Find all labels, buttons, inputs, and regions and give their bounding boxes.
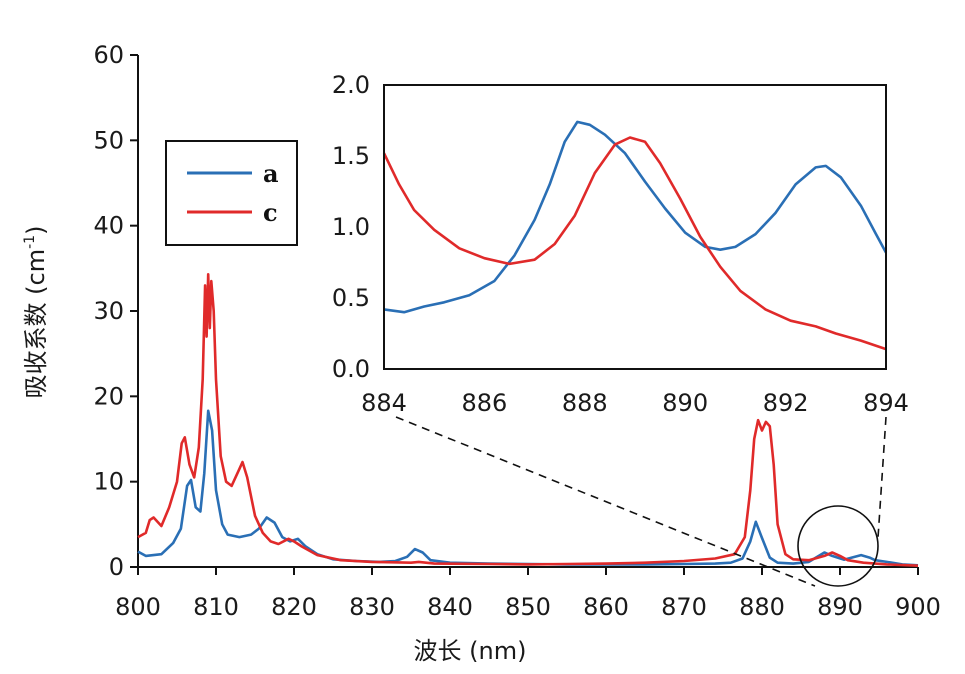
inset-y-tick-label: 0.0 bbox=[332, 355, 370, 383]
main-x-tick-label: 870 bbox=[661, 593, 707, 621]
inset-x-tick-label: 888 bbox=[562, 389, 608, 417]
main-y-tick-label: 30 bbox=[93, 297, 124, 325]
main-x-tick-label: 830 bbox=[349, 593, 395, 621]
inset-y-tick-label: 2.0 bbox=[332, 71, 370, 99]
inset-background bbox=[384, 85, 886, 369]
main-y-tick-label: 50 bbox=[93, 126, 124, 154]
inset-y-tick-label: 1.0 bbox=[332, 213, 370, 241]
inset-series-a-line bbox=[383, 120, 888, 314]
inset-frame bbox=[383, 84, 887, 370]
y-axis-title: 吸收系数 (cm-1) bbox=[22, 226, 50, 399]
main-x-tick-label: 820 bbox=[271, 593, 317, 621]
y-axis-title-close: ) bbox=[22, 226, 50, 235]
inset-y-tick-label: 0.5 bbox=[332, 284, 370, 312]
inset-x-tick-label: 894 bbox=[863, 389, 909, 417]
main-y-tick-label: 0 bbox=[109, 553, 124, 581]
main-y-tick-label: 40 bbox=[93, 212, 124, 240]
inset-y-tick-label: 1.5 bbox=[332, 142, 370, 170]
legend-label-c: c bbox=[263, 198, 278, 227]
main-x-tick-label: 800 bbox=[115, 593, 161, 621]
inset-x-tick-label: 884 bbox=[361, 389, 407, 417]
main-x-tick-label: 840 bbox=[427, 593, 473, 621]
main-y-tick-label: 60 bbox=[93, 41, 124, 69]
inset-series-c-line bbox=[382, 136, 887, 351]
main-x-tick-label: 810 bbox=[193, 593, 239, 621]
legend-label-a: a bbox=[263, 159, 279, 188]
zoom-connector-right bbox=[877, 416, 887, 539]
inset-x-tick-label: 890 bbox=[662, 389, 708, 417]
main-x-tick-label: 880 bbox=[739, 593, 785, 621]
inset-x-tick-label: 886 bbox=[461, 389, 507, 417]
main-series-a-line bbox=[137, 409, 919, 567]
zoom-connector-left bbox=[395, 416, 816, 587]
main-x-tick-label: 860 bbox=[583, 593, 629, 621]
inset-x-tick-label: 892 bbox=[763, 389, 809, 417]
inset-ticks: 884 886 888 890 892 894 0.0 0.5 1.0 1.5 2.0 bbox=[332, 71, 909, 417]
main-y-tick-label: 20 bbox=[93, 382, 124, 410]
legend-box bbox=[165, 140, 298, 246]
main-series-c-line bbox=[137, 273, 919, 567]
main-ticks: 800 810 820 830 840 850 860 870 880 890 900 0 10 20 30… bbox=[93, 41, 940, 621]
y-axis-title-superscript: -1 bbox=[22, 235, 38, 249]
main-x-tick-label: 850 bbox=[505, 593, 551, 621]
main-y-tick-label: 10 bbox=[93, 468, 124, 496]
inset-series bbox=[382, 120, 888, 351]
main-series bbox=[137, 273, 919, 567]
y-axis-title-main: 吸收系数 (cm bbox=[22, 249, 50, 399]
main-x-tick-label: 900 bbox=[895, 593, 941, 621]
zoom-region-circle bbox=[797, 505, 879, 587]
main-x-tick-label: 890 bbox=[817, 593, 863, 621]
legend: a c bbox=[165, 140, 298, 246]
x-axis-title: 波长 (nm) bbox=[414, 637, 527, 665]
